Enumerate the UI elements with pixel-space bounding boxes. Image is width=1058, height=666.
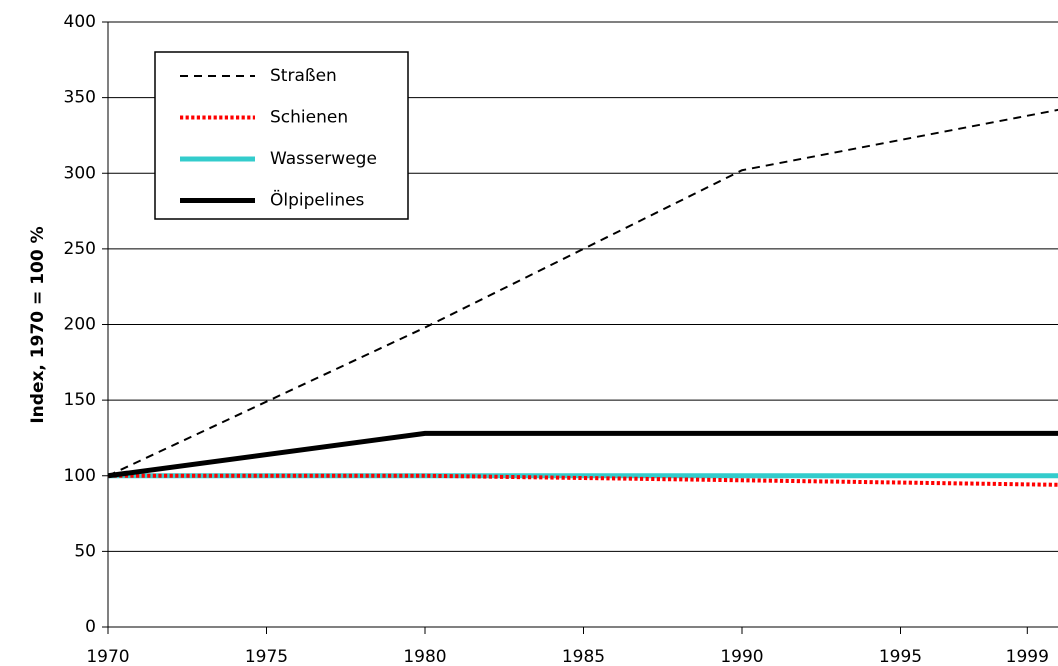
legend-label: Straßen bbox=[270, 66, 337, 86]
line bbox=[107, 430, 1058, 479]
y-tick-label: 50 bbox=[74, 541, 96, 561]
legend-label: Ölpipelines bbox=[270, 189, 365, 211]
x-tick-label: 1970 bbox=[86, 647, 129, 666]
x-tick-label: 1985 bbox=[562, 647, 605, 666]
y-tick-label: 0 bbox=[85, 617, 96, 637]
x-tick-label: 1980 bbox=[403, 647, 446, 666]
x-tick-label: 1990 bbox=[720, 647, 763, 666]
legend-label: Schienen bbox=[270, 108, 348, 128]
y-tick-label: 150 bbox=[64, 390, 96, 410]
y-tick-label: 300 bbox=[64, 163, 96, 183]
y-tick-label: 350 bbox=[64, 88, 96, 108]
line bbox=[107, 108, 1058, 477]
y-tick-label: 250 bbox=[64, 239, 96, 259]
x-tick-label: 1975 bbox=[245, 647, 288, 666]
y-tick-label: 100 bbox=[64, 466, 96, 486]
legend-box bbox=[154, 51, 409, 220]
x-tick-label: 1995 bbox=[879, 647, 922, 666]
x-tick-label: 1999 bbox=[1006, 647, 1049, 666]
y-tick-label: 200 bbox=[64, 315, 96, 335]
y-axis-label: Index, 1970 = 100 % bbox=[28, 226, 48, 423]
legend-label: Wasserwege bbox=[270, 149, 377, 169]
y-tick-label: 400 bbox=[64, 12, 96, 32]
line bbox=[108, 473, 1058, 487]
